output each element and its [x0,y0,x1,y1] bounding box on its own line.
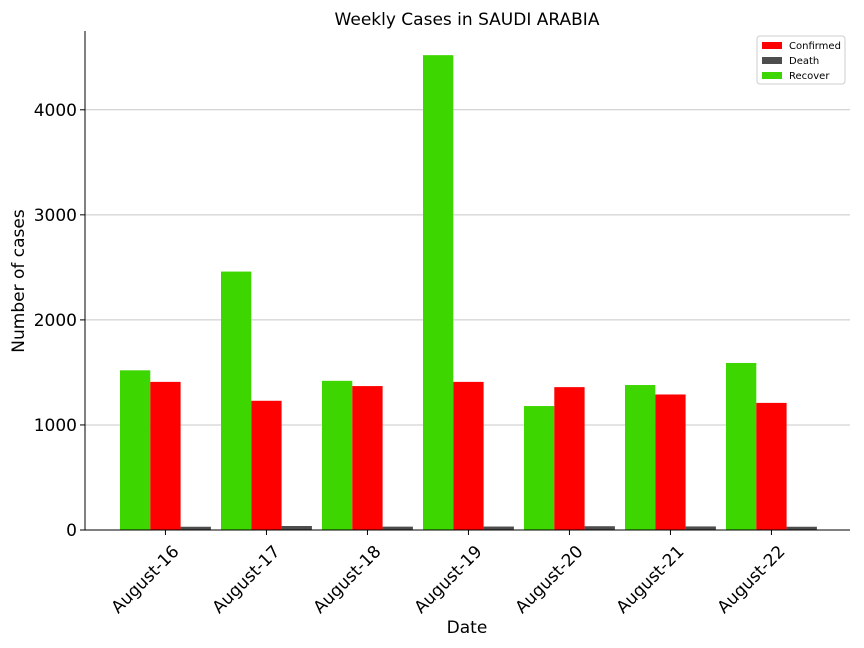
y-axis-label: Number of cases [9,209,29,353]
bar-confirmed-august-20 [554,387,585,530]
bar-confirmed-august-17 [251,400,282,530]
bar-recover-august-16 [120,370,151,530]
chart-title: Weekly Cases in SAUDI ARABIA [335,10,600,30]
bar-confirmed-august-22 [756,402,787,530]
bar-recover-august-22 [726,362,757,530]
bar-recover-august-21 [625,385,656,530]
bar-death-august-17 [281,526,312,530]
bar-confirmed-august-18 [352,386,383,530]
legend-swatch-confirmed [762,42,782,49]
x-tick-label: August-17 [209,542,285,618]
legend-label-confirmed: Confirmed [789,41,841,52]
x-tick-label: August-19 [411,542,487,618]
x-tick-label: August-21 [613,542,689,618]
x-tick-label: August-22 [714,542,790,618]
bar-death-august-21 [685,526,716,530]
y-tick-label: 0 [66,521,77,541]
bar-death-august-16 [180,526,211,530]
legend-swatch-death [762,57,782,64]
bar-death-august-20 [584,526,615,530]
y-ticks: 0 1000 2000 3000 4000 [34,101,85,541]
x-tick-label: August-16 [108,542,184,618]
bar-confirmed-august-21 [655,394,686,530]
y-tick-label: 3000 [34,206,77,226]
bar-recover-august-19 [423,55,454,530]
bars [120,55,817,530]
y-tick-label: 2000 [34,311,77,331]
bar-confirmed-august-16 [150,381,181,530]
bar-death-august-19 [483,526,514,530]
x-tick-label: August-18 [310,542,386,618]
legend-label-death: Death [789,56,819,67]
legend-label-recover: Recover [789,71,830,82]
bar-death-august-22 [786,526,817,530]
y-tick-label: 4000 [34,101,77,121]
bar-confirmed-august-19 [453,381,484,530]
legend: Confirmed Death Recover [756,35,846,85]
y-tick-label: 1000 [34,416,77,436]
bar-recover-august-17 [221,271,252,530]
x-axis-label: Date [447,618,488,638]
bar-recover-august-20 [524,406,555,530]
bar-death-august-18 [382,526,413,530]
x-ticks: August-16 August-17 August-18 August-19 Augu… [108,530,790,618]
legend-swatch-recover [762,72,782,79]
bar-recover-august-18 [322,380,353,530]
x-tick-label: August-20 [512,542,588,618]
